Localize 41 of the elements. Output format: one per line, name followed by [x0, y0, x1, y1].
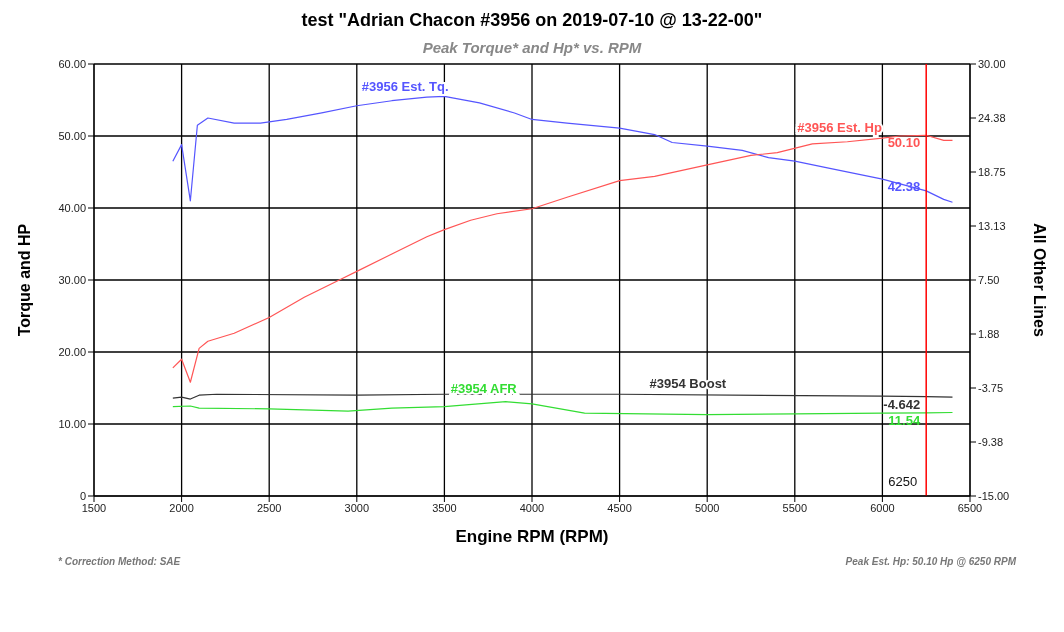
x-tick-label: 3500	[432, 501, 457, 514]
y-tick-label: 10.00	[58, 417, 86, 430]
x-tick-label: 2000	[169, 501, 194, 514]
data-label: -4.642	[883, 396, 921, 412]
y2-tick-label: 13.13	[978, 219, 1006, 232]
series-label: #3954 AFR	[450, 380, 518, 396]
line-series	[172, 401, 954, 416]
y-axis-title: Torque and HP	[15, 223, 33, 337]
y2-tick-label: -3.75	[978, 381, 1004, 394]
y-tick-label: 40.00	[58, 201, 86, 214]
x-tick-label: 4500	[607, 501, 632, 514]
y2-tick-label: -15.00	[978, 489, 1010, 502]
x-axis-title: Engine RPM (RPM)	[455, 527, 609, 546]
chart-subtitle: Peak Torque* and Hp* vs. RPM	[421, 39, 643, 56]
y-tick-label: 20.00	[58, 345, 86, 358]
x-tick-label: 2500	[256, 501, 282, 514]
x-tick-label: 3000	[344, 501, 370, 514]
series-label: #3956 Est. Hp	[797, 119, 882, 135]
y-tick-label: 0	[79, 489, 86, 502]
y2-tick-label: 7.50	[978, 273, 1000, 286]
x-tick-label: 5000	[694, 501, 720, 514]
y2-tick-label: 30.00	[978, 57, 1006, 70]
y-tick-label: 60.00	[58, 57, 86, 70]
x-tick-label: 6500	[957, 501, 983, 514]
y2-tick-label: 1.88	[978, 327, 1000, 340]
y2-axis-title: All Other Lines	[1031, 223, 1049, 337]
y-tick-label: 30.00	[58, 273, 86, 286]
y2-tick-label: 18.75	[978, 165, 1006, 178]
chart-title: test "Adrian Chacon #3956 on 2019-07-10 @ 13-22-00"	[300, 10, 764, 31]
x-tick-label: 1500	[81, 501, 107, 514]
x-tick-label: 6000	[870, 501, 895, 514]
line-series	[172, 95, 954, 203]
text: * Correction Method: SAE	[58, 556, 181, 567]
text: Peak Est. Hp: 50.10 Hp @ 6250 RPM	[845, 556, 1016, 567]
y2-tick-label: -9.38	[978, 435, 1004, 448]
y2-tick-label: 24.38	[978, 111, 1006, 124]
ref-line-label: 6250	[888, 474, 918, 489]
x-tick-label: 5500	[782, 501, 808, 514]
y-tick-label: 50.00	[58, 129, 86, 142]
x-tick-label: 4000	[519, 501, 545, 514]
data-label: 50.10	[887, 135, 921, 151]
